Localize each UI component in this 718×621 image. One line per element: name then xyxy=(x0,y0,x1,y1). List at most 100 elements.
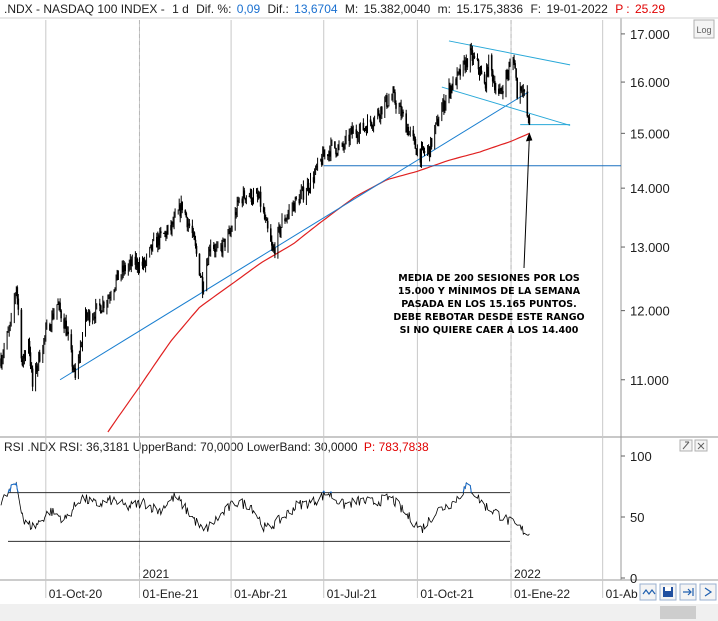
price-candle xyxy=(402,111,404,114)
price-layer xyxy=(0,42,531,392)
price-candle xyxy=(235,211,237,216)
header-dif-value: 13,6704 xyxy=(294,2,338,16)
price-candle xyxy=(513,59,515,63)
price-candle xyxy=(526,91,529,117)
price-candle xyxy=(244,197,247,201)
annotation-arrow-head xyxy=(525,132,533,142)
rsi-overbought-segment xyxy=(330,491,333,493)
price-candle xyxy=(60,310,62,319)
rsi-close-button[interactable] xyxy=(694,439,708,452)
price-candle xyxy=(63,318,65,329)
year-label: 2021 xyxy=(142,567,169,581)
price-candle xyxy=(430,138,433,147)
price-candle xyxy=(136,259,139,268)
horizontal-scrollbar-track[interactable] xyxy=(0,604,718,621)
price-candle xyxy=(158,235,160,246)
price-tick-label: 13.000 xyxy=(630,240,670,255)
price-candle xyxy=(117,270,119,280)
price-candle xyxy=(412,130,415,137)
price-candle xyxy=(483,74,486,84)
annotation-line-2: 15.000 Y MÍNIMOS DE LA SEMANA xyxy=(398,285,581,297)
price-candle xyxy=(371,126,374,128)
rsi-overbought-segment xyxy=(11,483,15,486)
price-candle xyxy=(265,218,268,221)
price-candle xyxy=(99,303,101,306)
price-candle xyxy=(141,261,144,266)
price-candle xyxy=(241,198,244,204)
price-candle xyxy=(343,146,345,148)
price-candle xyxy=(443,99,445,111)
price-candle xyxy=(459,69,461,76)
price-candle xyxy=(194,239,197,246)
date-tick-label: 01-Ab xyxy=(606,587,638,601)
year-labels: 2021 2022 xyxy=(142,567,541,581)
price-candle xyxy=(186,217,189,228)
price-candle xyxy=(29,352,32,367)
horizontal-scrollbar-thumb[interactable] xyxy=(660,606,696,619)
price-candle xyxy=(466,58,469,68)
price-candle xyxy=(71,349,74,367)
price-candle xyxy=(78,356,81,358)
price-candle xyxy=(514,63,516,69)
rsi-tick-label: 0 xyxy=(630,571,637,586)
price-candle xyxy=(520,86,522,91)
log-scale-button[interactable]: Log xyxy=(693,19,715,39)
price-candle xyxy=(356,134,359,139)
price-candle xyxy=(329,151,331,157)
price-tick-label: 15.000 xyxy=(630,126,670,141)
annotation-line-3: PASADA EN LOS 15.165 PUNTOS. xyxy=(401,299,576,310)
header-p-label: P : xyxy=(615,2,629,16)
price-candle xyxy=(257,196,260,198)
price-candle xyxy=(476,58,479,60)
date-tick-label: 01-Ene-22 xyxy=(514,587,570,601)
price-candle xyxy=(206,264,209,265)
price-candle xyxy=(28,341,31,353)
price-candle xyxy=(109,297,111,298)
price-candle xyxy=(191,225,194,234)
price-candle xyxy=(327,154,329,157)
rsi-overbought-segment xyxy=(464,482,467,489)
price-tick-label: 11.000 xyxy=(630,373,669,388)
price-candle xyxy=(423,151,426,153)
price-candle xyxy=(124,265,126,272)
date-tick-label: 01-Jul-21 xyxy=(327,587,377,601)
rsi-overbought-segment xyxy=(329,491,332,494)
bottom-toolbar xyxy=(0,583,718,621)
price-candle xyxy=(516,77,518,99)
rsi-tick-label: 50 xyxy=(630,510,644,525)
price-candle xyxy=(437,118,439,126)
price-tick-label: 14.000 xyxy=(630,181,670,196)
support-trendline-line xyxy=(59,91,529,381)
price-candle xyxy=(506,73,508,75)
price-candle xyxy=(271,241,273,246)
panel-separator[interactable] xyxy=(0,436,718,438)
price-candle xyxy=(471,50,474,61)
price-candle xyxy=(470,48,473,51)
rsi-maximize-button[interactable] xyxy=(679,439,693,452)
price-candle xyxy=(455,78,457,86)
price-candle xyxy=(351,127,353,134)
zoom-button[interactable] xyxy=(639,583,657,601)
annotation-arrow-line xyxy=(523,136,530,269)
price-candle xyxy=(170,225,172,231)
price-candle xyxy=(307,182,310,191)
price-candle xyxy=(451,86,453,90)
price-candle xyxy=(17,298,20,310)
scroll-right-button[interactable] xyxy=(699,583,717,601)
date-tick-label: 01-Oct-21 xyxy=(420,587,474,601)
trendline-layer xyxy=(59,40,621,381)
scroll-end-button[interactable] xyxy=(679,583,697,601)
price-candle xyxy=(130,259,133,266)
price-candle xyxy=(150,244,153,251)
price-candle xyxy=(59,302,61,311)
date-axis-ticks: 01-Oct-20 01-Ene-21 01-Abr-21 01-Jul-21 01-O… xyxy=(49,587,638,601)
price-candle xyxy=(386,95,388,107)
price-candle xyxy=(515,68,517,78)
price-candle xyxy=(156,236,158,248)
year-label: 2022 xyxy=(514,567,541,581)
price-candle xyxy=(342,143,344,147)
price-candle xyxy=(400,105,402,116)
save-icon[interactable] xyxy=(659,583,677,601)
rsi-overbought-segment xyxy=(323,490,326,493)
